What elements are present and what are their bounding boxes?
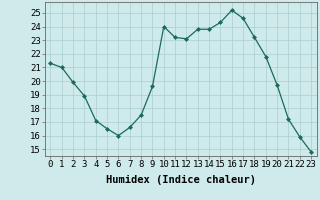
- X-axis label: Humidex (Indice chaleur): Humidex (Indice chaleur): [106, 175, 256, 185]
